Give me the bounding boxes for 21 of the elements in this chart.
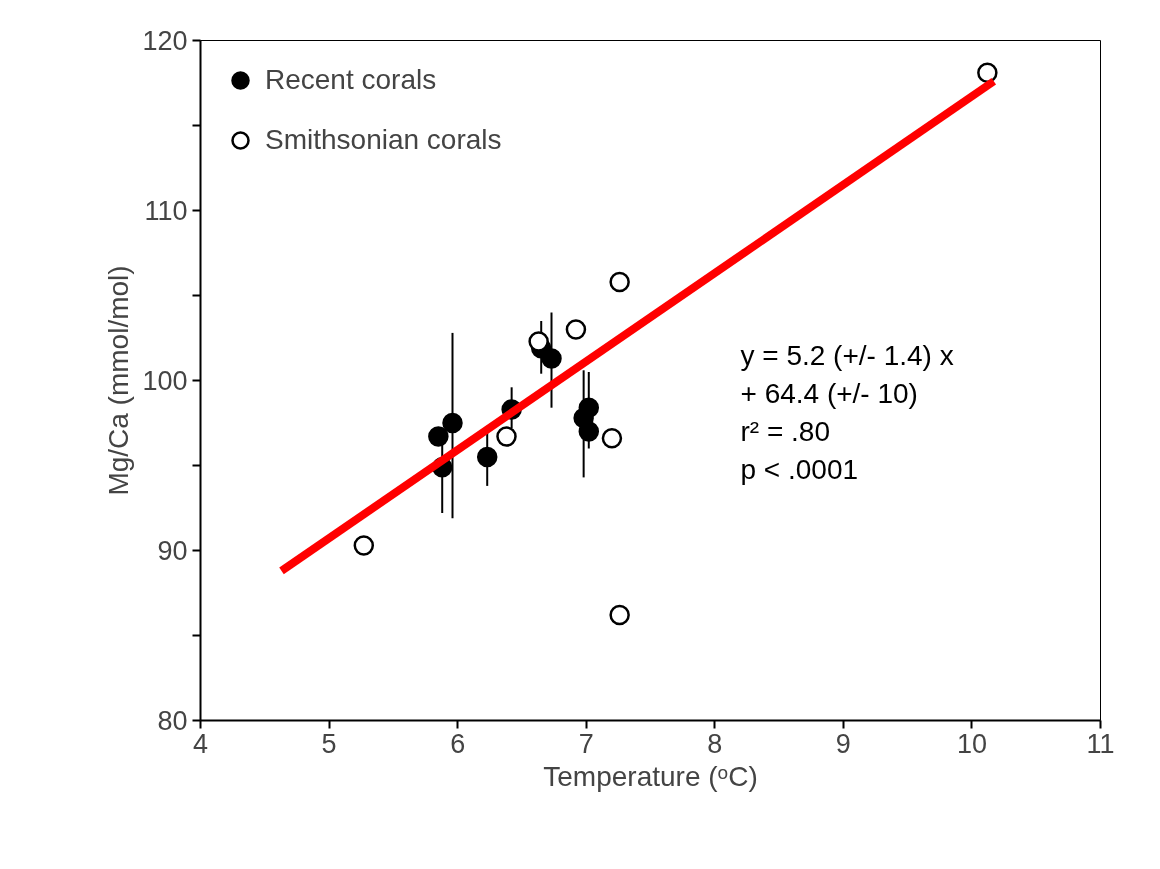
y-axis-title: Mg/Ca (mmol/mol) (103, 265, 135, 496)
y-tick-label: 120 (142, 26, 188, 56)
annotation: p < .0001 (740, 453, 859, 485)
y-tick-label: 110 (144, 196, 188, 226)
x-tick-label: 8 (707, 728, 723, 759)
annotation: + 64.4 (+/- 10) (740, 377, 918, 409)
y-tick-label: 80 (157, 706, 188, 736)
annotation: r² = .80 (740, 415, 830, 447)
x-tick-label: 7 (578, 728, 594, 759)
y-tick-label: 100 (142, 366, 188, 396)
y-tick-label: 90 (157, 536, 188, 566)
x-tick-label: 11 (1086, 728, 1115, 759)
x-tick-label: 6 (450, 728, 466, 759)
annotation: y = 5.2 (+/- 1.4) x (740, 339, 954, 371)
legend-label: Smithsonian corals (265, 124, 502, 156)
x-tick-label: 4 (192, 728, 209, 759)
x-tick-label: 5 (321, 728, 337, 759)
x-axis-title: Temperature (ᵒC) (543, 760, 758, 792)
x-tick-label: 9 (835, 728, 851, 759)
x-tick-label: 10 (956, 728, 987, 759)
legend-label: Recent corals (265, 64, 437, 96)
